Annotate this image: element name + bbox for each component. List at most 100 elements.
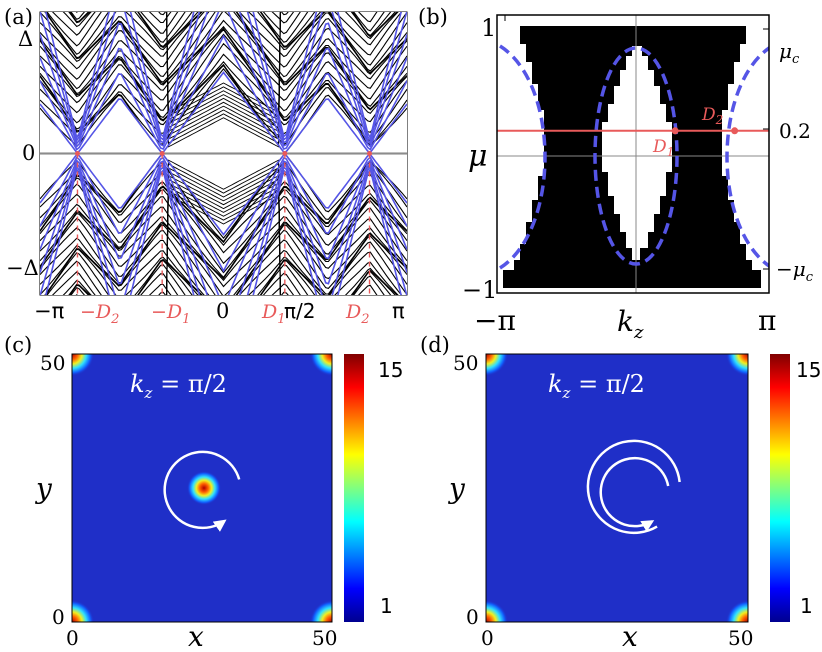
panel-b: (b) 1 −1 μ μc 0.2 −μc D2 D1 −π π kz: [418, 5, 814, 343]
c-colorbar: [344, 354, 364, 622]
panel-a: (a) Δ 0 −Δ −π −D2 −D1 0 D1 π/2 D2 π: [4, 0, 408, 327]
a-node-point: [159, 151, 165, 156]
a-xtick-mpi: −π: [34, 299, 65, 323]
b-ylabel-mu: μ: [468, 139, 488, 174]
a-bulk-band: [166, 194, 281, 295]
a-bulk-band: [75, 12, 78, 13]
d-ylabel: y: [447, 472, 466, 505]
a-bulk-band: [166, 12, 281, 113]
a-bulk-band: [40, 207, 407, 282]
a-surface-band: [40, 12, 407, 143]
a-bulk-band: [40, 235, 407, 295]
a-bulk-band: [40, 12, 407, 78]
c-annotation: kz = π/2: [130, 370, 227, 402]
a-bulk-band: [45, 12, 399, 55]
b-label-d1: D1: [652, 137, 674, 159]
d-xtick-50: 50: [728, 626, 753, 650]
d-hotspot: [726, 354, 748, 376]
d-cb-15: 15: [796, 358, 821, 382]
a-bulk-band: [40, 212, 407, 288]
a-xtick-pi: π: [392, 299, 405, 323]
a-bulk-band: [40, 68, 407, 153]
panel-d-tag: (d): [420, 333, 450, 357]
a-surface-band: [45, 167, 402, 295]
a-bulk-band: [46, 259, 398, 295]
c-winding-arrow: [163, 450, 241, 532]
a-bulk-band: [40, 12, 407, 72]
c-hotspot: [72, 600, 94, 622]
a-surface-band: [40, 156, 407, 273]
a-bulk-band: [40, 241, 407, 295]
c-xlabel: x: [188, 620, 204, 652]
a-ytick-zero: 0: [22, 141, 35, 165]
a-bulk-band: [166, 167, 281, 295]
c-hotspot: [310, 600, 332, 622]
d-cb-1: 1: [800, 594, 813, 618]
a-bulk-band: [40, 63, 407, 142]
a-xtick-d1: D1: [261, 301, 286, 327]
a-bulk-band: [166, 12, 281, 121]
d-heatmap: [486, 354, 748, 622]
b-ytick-one: 1: [481, 14, 496, 42]
a-ytick-mdelta: −Δ: [6, 256, 39, 280]
d-ytick-50: 50: [453, 351, 478, 375]
a-surface-band: [40, 164, 407, 295]
a-surface-band: [40, 12, 407, 146]
a-xtick-d2: D2: [345, 301, 370, 327]
a-surface-band: [40, 12, 407, 148]
d-frame: [485, 353, 749, 623]
a-surface-band: [40, 153, 407, 236]
panel-c-tag: (c): [4, 333, 32, 357]
a-bulk-band: [44, 12, 403, 59]
b-gapless-center: [602, 46, 672, 260]
b-xtick-mpi: −π: [474, 304, 516, 337]
a-bulk-band: [166, 182, 281, 295]
panel-b-frame: [496, 14, 770, 294]
b-ytick-mone: −1: [462, 276, 497, 304]
panel-b-tag: (b): [418, 5, 448, 29]
a-bulk-band: [40, 12, 407, 90]
b-point-d1: [671, 127, 679, 135]
a-node-point: [282, 151, 288, 156]
a-bulk-band: [40, 12, 407, 66]
a-bulk-band: [166, 163, 281, 295]
c-ytick-0: 0: [52, 605, 65, 629]
panel-d: (d) kz = π/2 50 0 0 50 x y 15 1: [420, 333, 821, 652]
a-bulk-band: [44, 248, 403, 295]
a-bulk-band: [40, 165, 407, 244]
c-cb-1: 1: [380, 594, 393, 618]
a-surface-band: [40, 71, 407, 154]
a-bulk-band: [40, 53, 407, 130]
a-surface-band: [40, 159, 407, 295]
a-node-point: [74, 151, 80, 156]
b-right-02: 0.2: [779, 119, 811, 143]
a-xtick-zero: 0: [216, 299, 229, 323]
a-bulk-band: [166, 12, 281, 117]
a-bulk-band: [166, 12, 281, 129]
a-bulk-band: [166, 12, 281, 144]
d-ytick-0: 0: [466, 605, 479, 629]
c-heatmap: [72, 354, 332, 622]
b-right-muc: μc: [779, 39, 800, 67]
a-node-point: [367, 151, 373, 156]
a-bulk-band: [166, 12, 281, 133]
a-bulk-band: [166, 174, 281, 295]
a-bulk-band: [40, 0, 407, 8]
b-contour-right: [725, 46, 769, 268]
a-bulk-band: [40, 217, 407, 295]
d-winding-arrow-inner: [599, 456, 670, 532]
a-bulk-band: [166, 159, 281, 295]
a-bulk-band: [40, 154, 407, 239]
a-ytick-delta: Δ: [18, 27, 33, 51]
c-xtick-50: 50: [312, 626, 337, 650]
b-contour-left: [499, 44, 547, 270]
c-hotspot-center: [187, 471, 221, 505]
c-frame: [71, 353, 333, 623]
d-winding-arrow-outer: [586, 439, 681, 535]
panel-a-bands: [40, 0, 407, 295]
a-bulk-band: [40, 25, 407, 100]
a-xtick-pi2: π/2: [284, 299, 316, 323]
panel-a-tag: (a): [4, 5, 33, 29]
d-annotation: kz = π/2: [548, 370, 645, 402]
